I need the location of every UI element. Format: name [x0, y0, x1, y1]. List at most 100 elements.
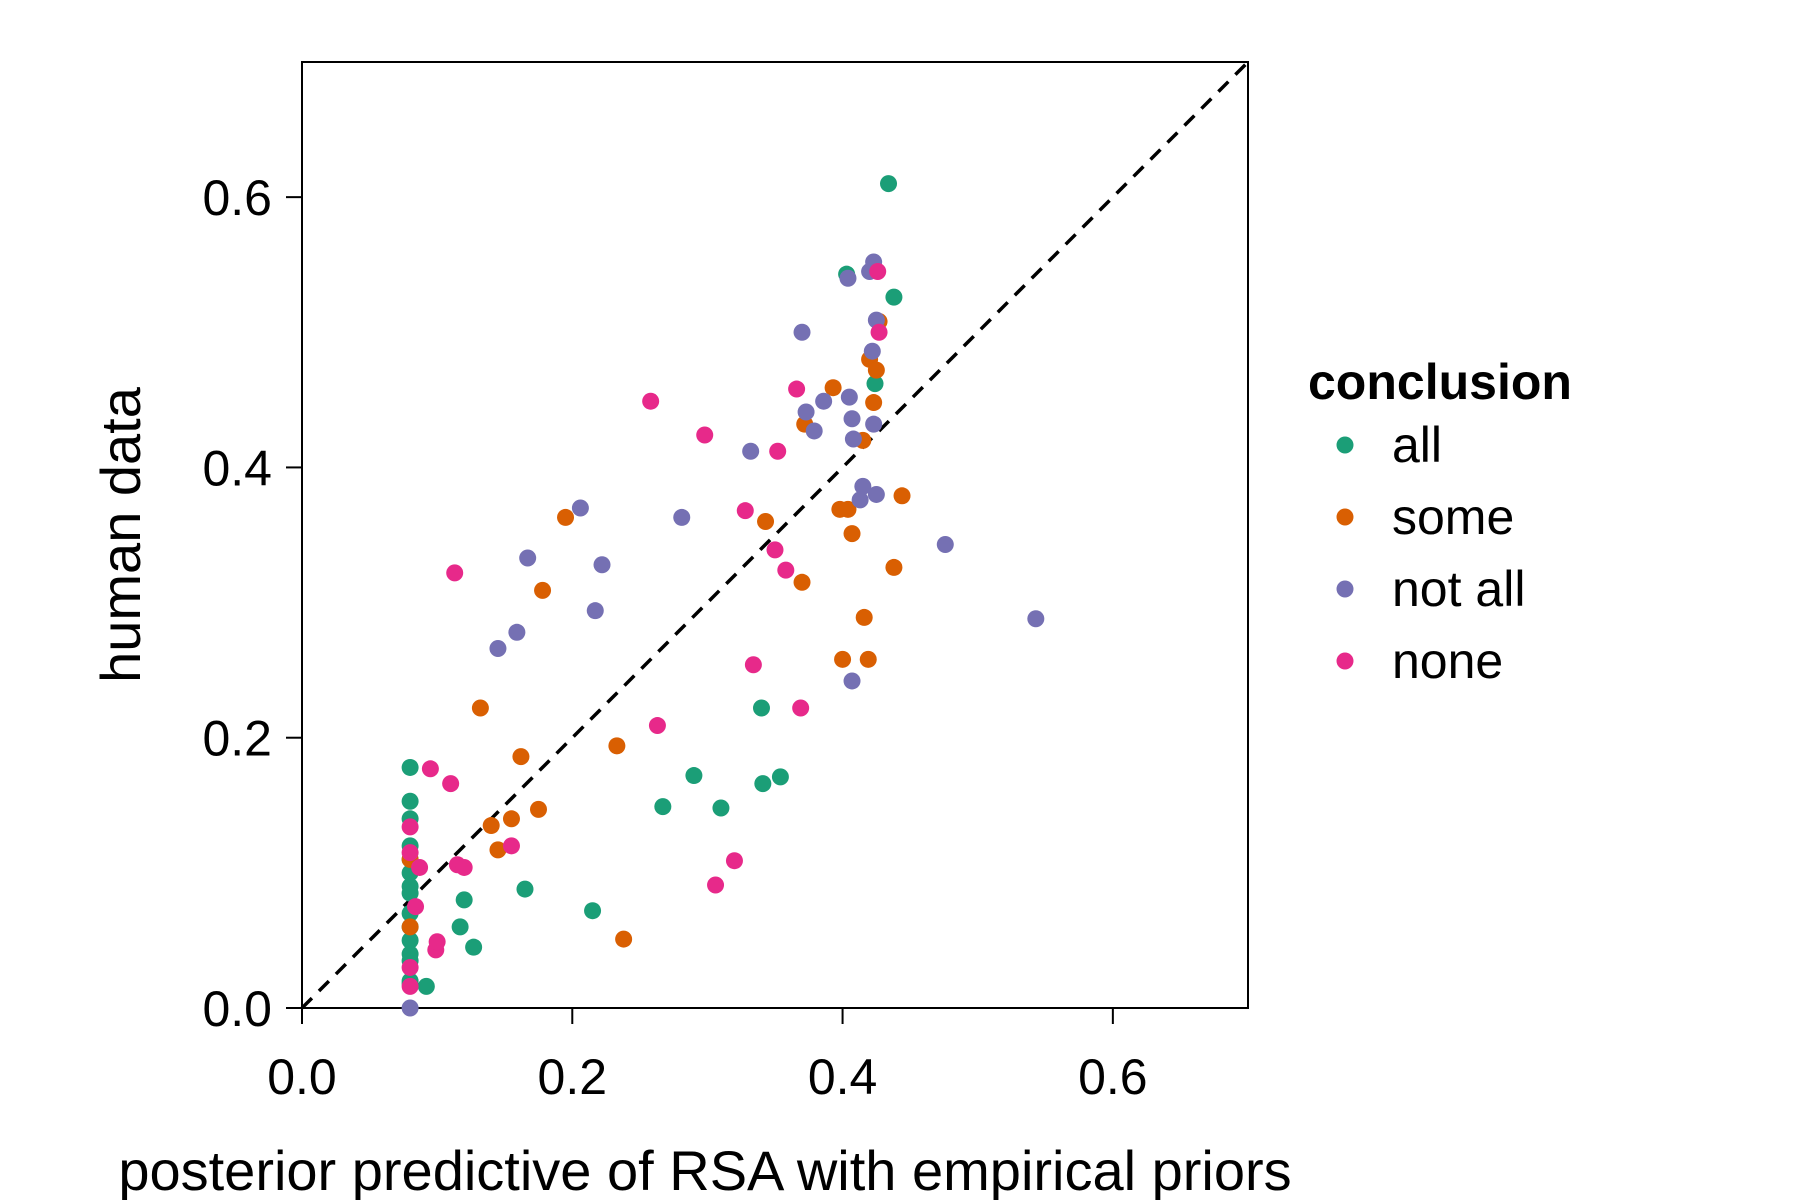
data-point: [736, 502, 754, 520]
data-point: [752, 699, 770, 717]
x-tick-label: 0.0: [267, 1049, 337, 1105]
data-point: [508, 623, 526, 641]
data-point: [482, 817, 500, 835]
data-point: [534, 581, 552, 599]
data-point: [769, 442, 787, 460]
legend-marker: [1336, 508, 1354, 526]
data-point: [489, 841, 507, 859]
data-point: [593, 556, 611, 574]
series-not-all: [401, 253, 1045, 1017]
reference-line-layer: [300, 60, 1250, 1010]
data-point: [725, 852, 743, 870]
data-point: [502, 837, 520, 855]
data-point: [512, 748, 530, 766]
data-point: [793, 323, 811, 341]
legend-label: all: [1392, 417, 1442, 473]
data-point: [880, 175, 898, 193]
data-point: [840, 388, 858, 406]
data-point: [859, 650, 877, 668]
data-point: [865, 394, 883, 412]
data-point: [571, 499, 589, 517]
data-point: [455, 858, 473, 876]
y-axis-title: human data: [89, 386, 152, 683]
y-tick-label: 0.2: [202, 711, 272, 767]
data-point: [465, 938, 483, 956]
x-axis-title: posterior predictive of RSA with empiric…: [118, 1139, 1291, 1200]
data-point: [843, 410, 861, 428]
data-point: [530, 800, 547, 818]
data-point: [744, 656, 762, 674]
data-point: [851, 491, 869, 509]
data-point: [696, 426, 714, 444]
data-point: [855, 608, 873, 626]
data-point: [401, 884, 419, 902]
data-point: [707, 876, 725, 894]
data-point: [401, 918, 419, 936]
data-point: [863, 342, 881, 360]
data-point: [754, 775, 772, 793]
data-point: [648, 717, 666, 735]
x-tick-label: 0.4: [808, 1049, 878, 1105]
data-point: [519, 549, 537, 567]
data-point: [446, 564, 464, 582]
data-point: [401, 999, 419, 1017]
data-point: [885, 558, 903, 576]
identity-reference-line: [300, 60, 1250, 1010]
data-point: [407, 898, 425, 916]
data-point: [885, 288, 903, 306]
data-point: [843, 672, 861, 690]
data-point: [788, 380, 806, 398]
data-point: [401, 758, 419, 776]
data-point: [815, 392, 833, 410]
data-point: [584, 902, 602, 920]
data-point: [442, 775, 460, 793]
data-point: [451, 918, 469, 936]
data-point: [557, 508, 575, 526]
data-point: [792, 699, 810, 717]
data-point: [771, 768, 789, 786]
data-point: [805, 422, 823, 440]
data-point: [401, 818, 419, 836]
x-tick-label: 0.6: [1078, 1049, 1148, 1105]
data-point: [615, 930, 633, 948]
data-point: [654, 798, 672, 816]
data-point: [401, 844, 419, 862]
data-point: [712, 799, 730, 817]
y-tick-label: 0.0: [202, 981, 272, 1037]
plot-frame: [301, 61, 1249, 1009]
data-point: [516, 880, 534, 898]
data-point: [471, 699, 489, 717]
data-point: [936, 535, 954, 553]
data-point: [839, 500, 857, 518]
data-point: [867, 361, 885, 379]
series-all: [401, 175, 903, 995]
y-tick-label: 0.6: [202, 170, 272, 226]
data-point: [766, 541, 784, 559]
data-point: [455, 891, 473, 909]
axes-layer: 0.0 0.2 0.4 0.6 0.0 0.2 0.4 0.6: [202, 170, 1147, 1105]
data-point: [586, 602, 604, 620]
x-tick-label: 0.2: [538, 1049, 608, 1105]
legend-marker: [1336, 436, 1354, 454]
data-point: [417, 977, 435, 995]
data-point: [793, 573, 811, 591]
data-point: [411, 858, 429, 876]
data-point: [685, 767, 703, 785]
data-point: [870, 323, 888, 341]
data-point: [401, 792, 419, 810]
data-point: [824, 379, 842, 397]
data-point: [834, 650, 852, 668]
data-point: [854, 477, 872, 495]
series-none: [401, 262, 888, 995]
legend-label: none: [1392, 633, 1503, 689]
data-points-layer: [401, 175, 1045, 1017]
data-point: [489, 640, 507, 658]
data-point: [843, 525, 861, 543]
data-point: [1027, 610, 1045, 628]
data-point: [421, 760, 439, 778]
series-some: [401, 312, 911, 948]
data-point: [777, 561, 795, 579]
data-point: [502, 810, 520, 828]
data-point: [869, 262, 887, 280]
